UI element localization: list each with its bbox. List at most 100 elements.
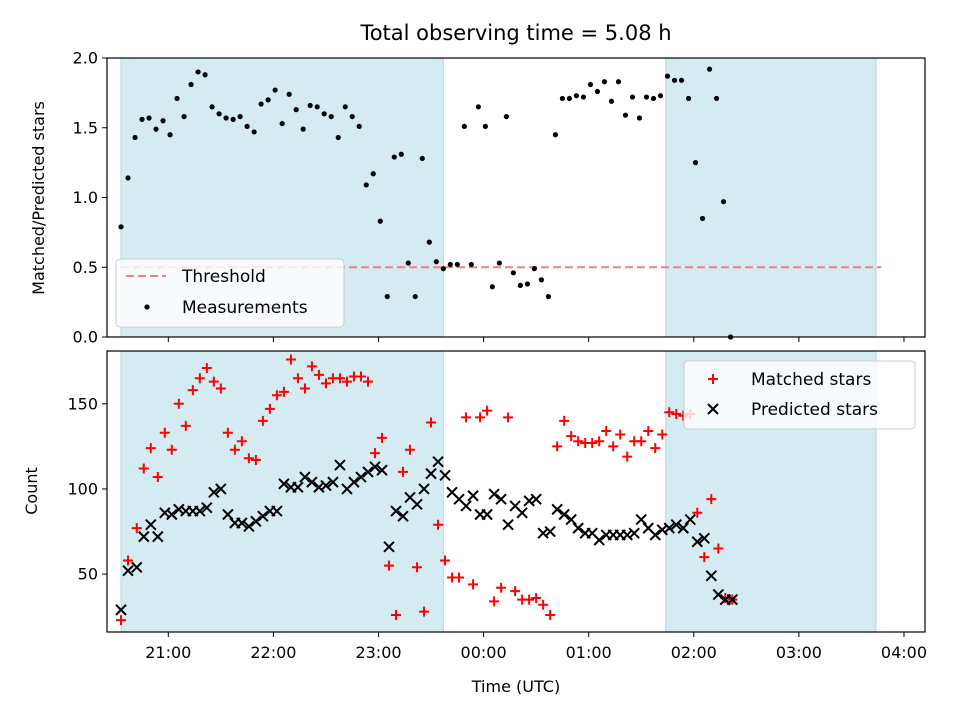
measurements-point (706, 66, 713, 72)
measurements-point (713, 95, 720, 102)
measurements-point (580, 94, 587, 100)
measurements-point (153, 126, 159, 132)
measurements-point (202, 72, 208, 78)
count-legend-box (683, 360, 916, 430)
matched-stars-point (713, 543, 724, 554)
measurements-point (391, 154, 397, 160)
measurements-point (174, 95, 180, 102)
measurements-point (419, 155, 425, 162)
matched-stars-point (538, 599, 549, 610)
measurements-point (132, 134, 138, 141)
measurements-point (496, 260, 502, 266)
matched-stars-point (566, 431, 577, 442)
matched-stars-point (377, 432, 388, 443)
threshold-legend-label: Threshold (181, 267, 266, 287)
measurements-point (307, 102, 313, 109)
measurements-point (685, 95, 692, 102)
count-panel-x-tick-label: 00:00 (461, 643, 507, 662)
predicted-stars-point (705, 570, 718, 582)
predicted-stars-point (138, 530, 150, 543)
matched-stars-point (531, 592, 542, 603)
matched-stars-point (123, 555, 134, 566)
measurements-point (622, 112, 629, 118)
measurements-point (447, 261, 453, 268)
measurements-point (181, 113, 187, 120)
matched-stars-point (482, 405, 493, 416)
predicted-stars-point (544, 525, 556, 538)
ratio-panel-y-tick-label: 1.0 (73, 188, 98, 207)
matched-stars-point (503, 412, 514, 423)
matched-stars-point (362, 376, 373, 387)
predicted-stars-point (635, 513, 647, 526)
predicted-stars-point (397, 510, 409, 522)
matched-stars-point (201, 363, 212, 374)
measurements-point (650, 95, 657, 102)
predicted-stars-point (215, 483, 227, 495)
matched-stars-point (215, 383, 226, 394)
predicted-stars-point (439, 469, 451, 482)
measurements-point (195, 69, 201, 75)
count-panel-y-tick-label: 50 (78, 565, 98, 584)
predicted-stars-point (684, 513, 696, 526)
matched-stars-point (398, 466, 409, 477)
measurements-point (545, 293, 552, 300)
predicted-stars-point (292, 481, 304, 493)
predicted-stars-point (299, 471, 311, 483)
matched-stars-point (278, 386, 289, 397)
measurements-point (664, 73, 671, 79)
matched-stars-point (208, 376, 219, 387)
matched-stars-point (461, 412, 472, 423)
measurements-point (300, 126, 306, 132)
matched-stars-point (250, 454, 261, 465)
matched-stars-point (334, 373, 345, 384)
predicted-stars-point (495, 493, 507, 505)
predicted-stars-point (712, 588, 725, 601)
matched-stars-point (166, 444, 177, 455)
predicted-stars-point (250, 515, 262, 528)
matched-stars-point (608, 441, 619, 452)
predicted-stars-point (243, 520, 255, 533)
measurements-point (489, 284, 495, 290)
matched-stars-point (264, 403, 275, 414)
measurements-point (454, 261, 460, 268)
measurements-point (209, 104, 215, 110)
measurements-point (517, 282, 523, 288)
matched-stars-point (131, 523, 142, 534)
matched-stars-point (320, 378, 331, 389)
matched-stars-point (545, 609, 556, 620)
matched-stars-point (692, 507, 703, 518)
matched-stars-point (222, 427, 233, 438)
count-panel-x-tick-label: 23:00 (355, 643, 401, 662)
predicted-stars-point (320, 479, 332, 492)
measurements-point (461, 123, 467, 129)
measurements-point (118, 224, 124, 230)
predicted-stars-point (222, 508, 234, 521)
matched-stars-point (180, 420, 191, 431)
matched-stars-point (138, 463, 149, 474)
predicted-stars-point (348, 476, 360, 488)
matched-stars-point (236, 436, 247, 447)
matched-stars-point (341, 376, 352, 387)
predicted-stars-point (278, 478, 290, 490)
predicted-stars-point (663, 522, 675, 534)
predicted-stars-point (208, 486, 220, 499)
count-panel-x-tick-label: 02:00 (671, 643, 717, 662)
matched-stars-point (187, 385, 198, 396)
predicted-stars-point (131, 561, 143, 573)
measurements-point (237, 113, 243, 120)
predicted-stars-point (565, 513, 577, 526)
matched-stars-point (433, 519, 444, 530)
matched-stars-point (173, 398, 184, 409)
measurements-point (328, 113, 334, 120)
measurements-point (629, 94, 636, 100)
measurements-point (433, 259, 439, 265)
measurements-point (286, 91, 292, 97)
measurements-point (468, 261, 474, 268)
matched-stars-point (369, 448, 380, 459)
measurements-point (363, 182, 369, 188)
measurements-point (398, 151, 404, 157)
predicted-stars-point (558, 508, 570, 521)
count-legend: Matched stars Predicted stars (683, 360, 916, 430)
measurements-point (265, 97, 271, 103)
measurements-point (440, 266, 446, 272)
